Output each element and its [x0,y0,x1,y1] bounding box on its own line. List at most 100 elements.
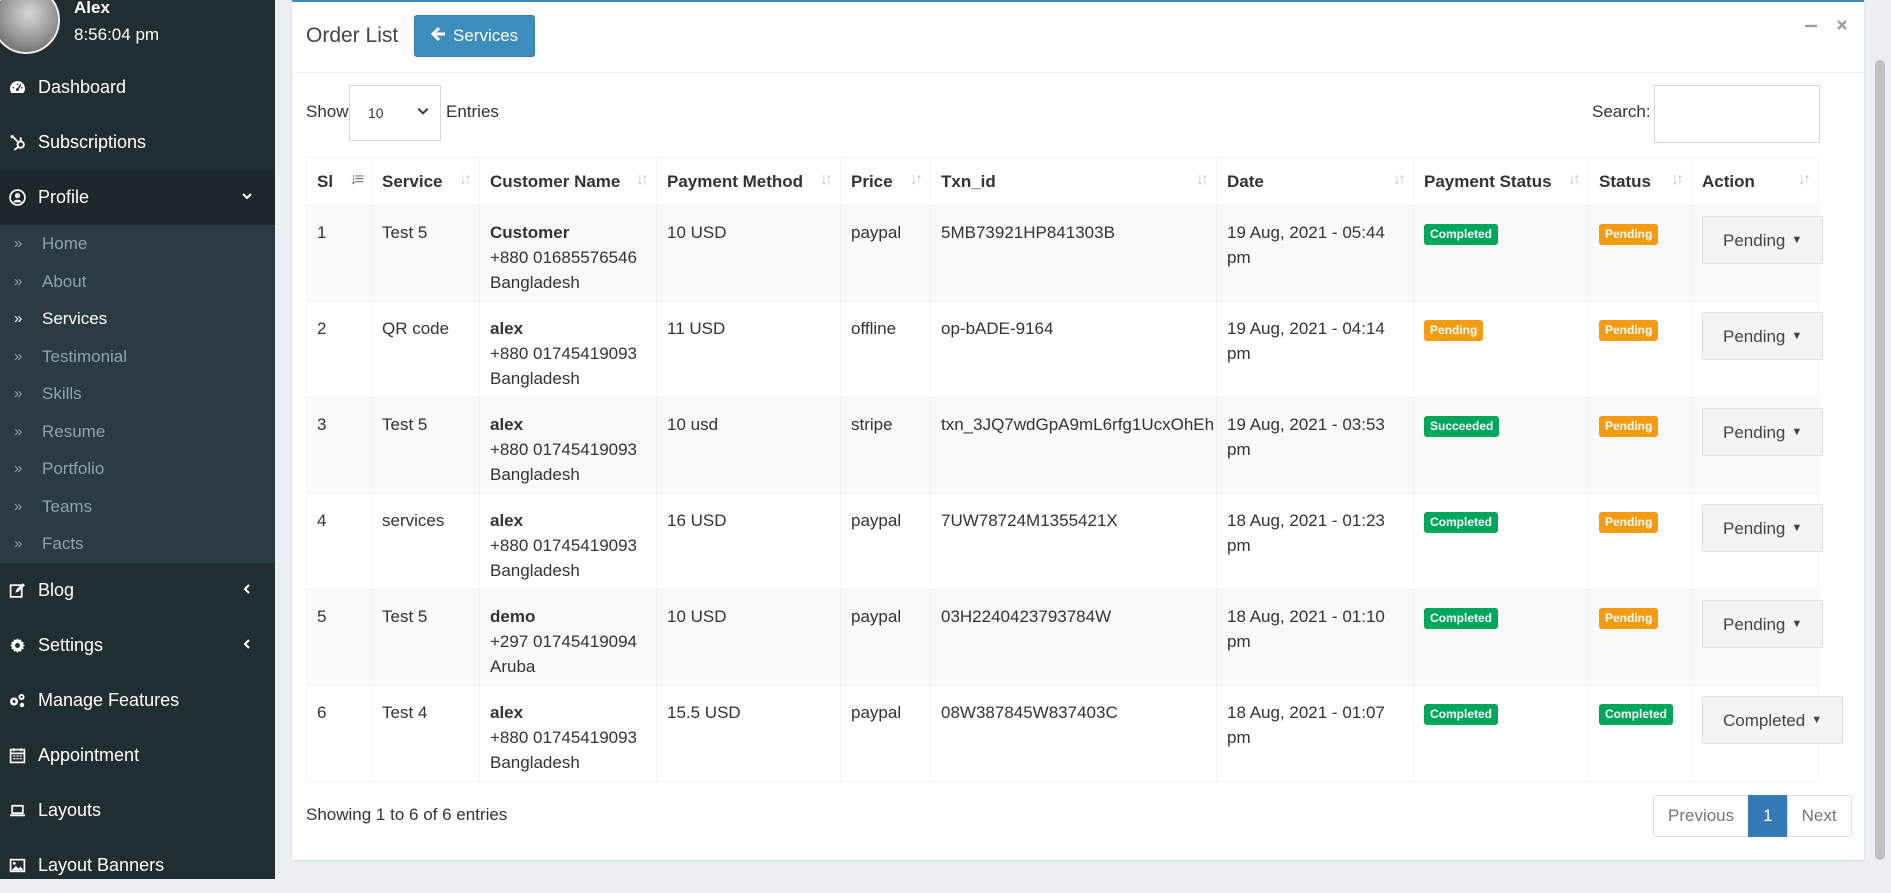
tachometer-icon [8,79,26,96]
cell-date: 18 Aug, 2021 - 01:10 pm [1216,589,1414,686]
customer-name: alex [490,511,524,530]
column-header-date[interactable]: Date ↓↑ [1216,157,1414,206]
angle-double-right-icon: » [14,273,23,290]
sidebar-item-dashboard[interactable]: Dashboard [0,60,275,115]
sort-icon: ↓↑ [1568,171,1581,188]
chevron-down-icon [241,189,253,207]
gear-icon [8,637,26,654]
column-header-price[interactable]: Price ↓↑ [840,157,931,206]
sidebar-item-subscriptions[interactable]: Subscriptions [0,115,275,170]
close-icon[interactable] [1835,16,1849,37]
status-badge: Completed [1599,704,1674,725]
action-dropdown-button[interactable]: Pending ▼ [1702,600,1824,648]
sidebar-item-testimonial[interactable]: » Testimonial [0,338,275,375]
cell-date: 18 Aug, 2021 - 01:23 pm [1216,493,1414,590]
cell-price: paypal [840,205,931,302]
payment-status-badge: Completed [1424,224,1499,245]
sidebar-item-settings[interactable]: Settings [0,618,275,673]
calendar-icon [8,747,26,764]
cell-payment-status: Completed [1413,685,1589,782]
sort-icon: ↓↑ [1798,171,1811,188]
sidebar-item-appointment[interactable]: Appointment [0,728,275,783]
column-header-payment-method[interactable]: Payment Method ↓↑ [656,157,841,206]
sidebar-item-blog[interactable]: Blog [0,563,275,618]
customer-name: alex [490,319,524,338]
sidebar-item-skills[interactable]: » Skills [0,375,275,412]
cell-action: Pending ▼ [1691,301,1824,398]
cell-date: 19 Aug, 2021 - 05:44 pm [1216,205,1414,302]
cell-payment-method: 16 USD [656,493,841,590]
column-header-service[interactable]: Service ↓↑ [371,157,480,206]
sidebar-item-teams[interactable]: » Teams [0,488,275,525]
next-button[interactable]: Next [1786,795,1852,837]
sidebar-item-label: Teams [42,496,93,516]
action-dropdown-button[interactable]: Pending ▼ [1702,408,1824,456]
customer-phone: +880 01745419093 [490,440,638,459]
table-row: 5 Test 5 demo +297 01745419094 Aruba 10 US… [306,589,1824,686]
image-icon [8,857,26,874]
table-row: 1 Test 5 Customer +880 01685576546 Banglad… [306,205,1824,302]
payment-status-badge: Succeeded [1424,416,1500,437]
scrollbar[interactable] [1875,60,1885,860]
page-1-button[interactable]: 1 [1748,795,1788,837]
cell-payment-method: 11 USD [656,301,841,398]
sort-icon: ↓↑ [636,171,649,188]
sidebar-item-about[interactable]: » About [0,263,275,300]
entries-select[interactable]: 10 [349,85,441,141]
cell-payment-method: 10 usd [656,397,841,494]
status-badge: Pending [1599,512,1659,533]
header-label: Price [851,171,893,191]
minimize-icon[interactable] [1804,16,1818,37]
cell-price: stripe [840,397,931,494]
action-dropdown-button[interactable]: Completed ▼ [1702,696,1844,744]
cell-status: Pending [1588,493,1692,590]
cell-txn-id: 5MB73921HP841303B [930,205,1217,302]
action-dropdown-button[interactable]: Pending ▼ [1702,504,1824,552]
column-header-action[interactable]: Action ↓↑ [1691,157,1819,206]
sidebar: Alex 8:56:04 pm Dashboard Subscriptions … [0,0,275,879]
arrow-left-icon [430,26,447,47]
column-header-txn-id[interactable]: Txn_id ↓↑ [930,157,1217,206]
sidebar-item-layout-banners[interactable]: Layout Banners [0,838,275,893]
customer-country: Bangladesh [490,561,580,580]
avatar[interactable] [0,0,60,54]
cell-price: paypal [840,685,931,782]
column-header-customer-name[interactable]: Customer Name ↓↑ [479,157,657,206]
cell-txn-id: 7UW78724M1355421X [930,493,1217,590]
sidebar-item-services[interactable]: » Services [0,300,275,337]
services-button[interactable]: Services [414,15,536,57]
entries-label: Entries [446,102,499,121]
sidebar-item-resume[interactable]: » Resume [0,413,275,450]
sidebar-item-label: Skills [42,383,82,403]
cell-payment-status: Pending [1413,301,1589,398]
sidebar-item-home[interactable]: » Home [0,225,275,262]
customer-name: alex [490,703,524,722]
cell-status: Pending [1588,589,1692,686]
user-circle-icon [8,189,26,206]
services-button-label: Services [453,26,519,45]
sort-asc-icon: ↓≡ [349,171,364,188]
action-dropdown-button[interactable]: Pending ▼ [1702,216,1824,264]
cell-payment-status: Completed [1413,589,1589,686]
column-header-payment-status[interactable]: Payment Status ↓↑ [1413,157,1589,206]
cell-sl: 3 [306,397,372,494]
cell-txn-id: 08W387845W837403C [930,685,1217,782]
sidebar-item-portfolio[interactable]: » Portfolio [0,450,275,487]
search-input[interactable] [1654,85,1820,143]
cell-price: paypal [840,589,931,686]
sidebar-item-manage-features[interactable]: Manage Features [0,673,275,728]
show-label: Show [306,102,349,121]
column-header-sl[interactable]: Sl ↓≡ [306,157,372,206]
action-dropdown-button[interactable]: Pending ▼ [1702,312,1824,360]
cell-status: Pending [1588,397,1692,494]
laptop-icon [8,802,26,819]
cell-status: Completed [1588,685,1692,782]
cell-action: Pending ▼ [1691,493,1824,590]
page-title: Order List [306,24,399,47]
sidebar-item-layouts[interactable]: Layouts [0,783,275,838]
column-header-status[interactable]: Status ↓↑ [1588,157,1692,206]
sidebar-item-facts[interactable]: » Facts [0,525,275,562]
sidebar-item-profile[interactable]: Profile [0,170,275,225]
sort-icon: ↓↑ [1393,171,1406,188]
previous-button[interactable]: Previous [1653,795,1750,837]
